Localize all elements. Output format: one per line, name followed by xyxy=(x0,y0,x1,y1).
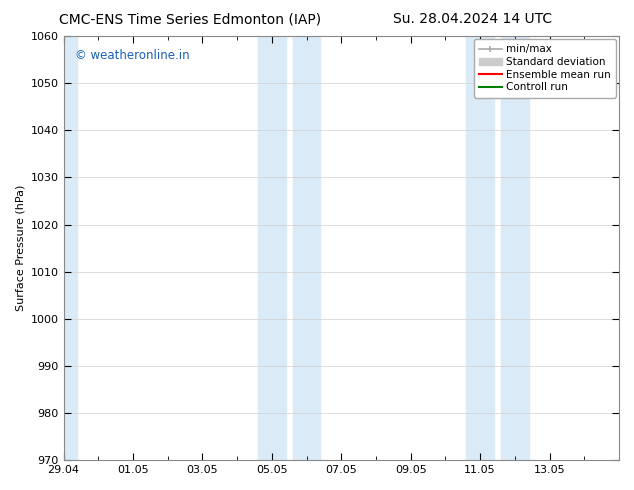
Bar xyxy=(466,36,494,460)
Bar xyxy=(293,36,320,460)
Text: Su. 28.04.2024 14 UTC: Su. 28.04.2024 14 UTC xyxy=(393,12,552,26)
Y-axis label: Surface Pressure (hPa): Surface Pressure (hPa) xyxy=(15,185,25,311)
Bar xyxy=(501,36,529,460)
Text: CMC-ENS Time Series Edmonton (IAP): CMC-ENS Time Series Edmonton (IAP) xyxy=(59,12,321,26)
Text: © weatheronline.in: © weatheronline.in xyxy=(75,49,190,62)
Bar xyxy=(63,36,77,460)
Legend: min/max, Standard deviation, Ensemble mean run, Controll run: min/max, Standard deviation, Ensemble me… xyxy=(474,39,616,98)
Bar xyxy=(258,36,286,460)
